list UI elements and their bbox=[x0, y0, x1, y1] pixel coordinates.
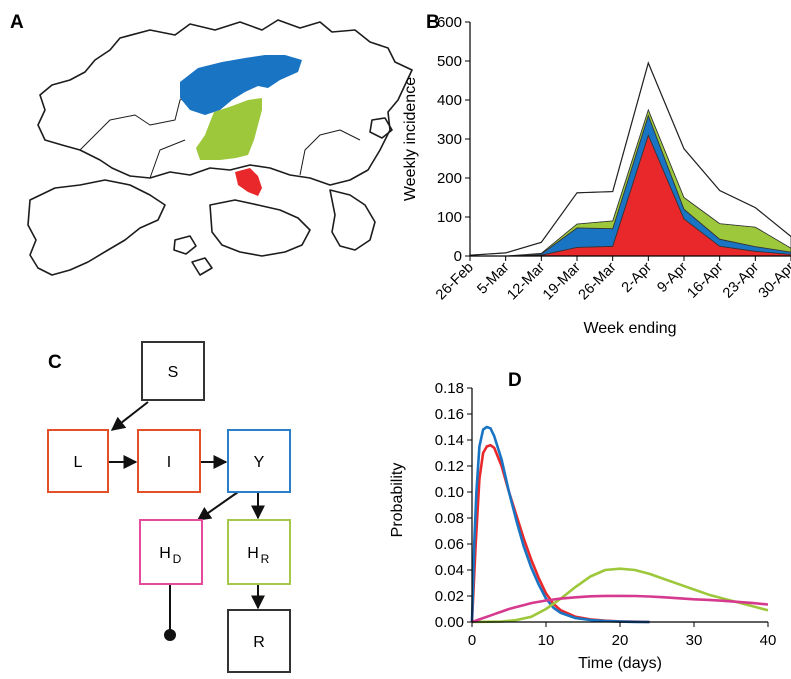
map-island-small-1 bbox=[173, 235, 197, 255]
b-x-tick-label: 9-Apr bbox=[654, 259, 691, 296]
node-box bbox=[47, 429, 109, 493]
node-box bbox=[137, 429, 201, 493]
d-y-tick-label: 0.16 bbox=[435, 406, 464, 423]
b-x-tick-label: 26-Mar bbox=[576, 259, 620, 303]
b-x-tick-label: 16-Apr bbox=[684, 259, 726, 301]
b-x-tick-label: 19-Mar bbox=[540, 259, 584, 303]
map-region-green bbox=[196, 98, 262, 160]
b-x-tick-label: 12-Mar bbox=[504, 259, 548, 303]
node-i: I bbox=[137, 429, 201, 493]
map-inner-border-3 bbox=[149, 139, 186, 179]
b-y-tick-label: 100 bbox=[437, 209, 462, 226]
map-island-small-3 bbox=[369, 117, 393, 139]
map-region-red bbox=[235, 168, 262, 196]
d-x-tick-label: 30 bbox=[686, 632, 703, 649]
d-y-tick-label: 0.04 bbox=[435, 562, 464, 579]
d-x-tick-label: 0 bbox=[468, 632, 476, 649]
probability-series-1 bbox=[470, 443, 650, 624]
incidence-band-4 bbox=[469, 61, 791, 257]
map-island-hk bbox=[209, 199, 311, 257]
node-label: Y bbox=[254, 454, 265, 471]
map-inner-border-2 bbox=[299, 129, 361, 176]
d-y-tick-label: 0.18 bbox=[435, 380, 464, 397]
b-y-tick-label: 600 bbox=[437, 14, 462, 31]
node-box bbox=[227, 609, 291, 673]
d-y-axis-label: Probability bbox=[389, 463, 406, 538]
panel-label-b: B bbox=[426, 12, 440, 33]
d-y-tick-label: 0.02 bbox=[435, 588, 464, 605]
node-box bbox=[139, 519, 203, 585]
node-r: R bbox=[227, 609, 291, 673]
node-box bbox=[141, 341, 205, 401]
probability-series-3 bbox=[471, 567, 769, 624]
d-y-tick-label: 0.00 bbox=[435, 614, 464, 631]
incidence-band-2 bbox=[470, 114, 791, 257]
d-x-tick-label: 20 bbox=[612, 632, 629, 649]
d-y-tick-label: 0.06 bbox=[435, 536, 464, 553]
map-coastline-mainland bbox=[37, 19, 413, 186]
arrow-s-to-l bbox=[110, 401, 149, 431]
map-island-small-2 bbox=[191, 257, 213, 276]
arrow-y-to-hd bbox=[196, 491, 239, 521]
map-region-blue bbox=[180, 55, 302, 115]
incidence-band-1 bbox=[470, 133, 791, 257]
b-y-tick-label: 0 bbox=[454, 248, 462, 265]
probability-series-2 bbox=[470, 425, 650, 624]
b-x-axis-label: Week ending bbox=[583, 320, 676, 337]
b-y-axis-label: Weekly incidence bbox=[402, 77, 419, 201]
node-label: H bbox=[247, 545, 259, 562]
d-y-tick-label: 0.10 bbox=[435, 484, 464, 501]
map-island-lantau bbox=[27, 179, 166, 276]
d-y-tick-label: 0.08 bbox=[435, 510, 464, 527]
node-label: I bbox=[167, 454, 171, 471]
panel-label-a: A bbox=[10, 12, 24, 33]
node-box bbox=[227, 519, 291, 585]
node-label: H bbox=[159, 545, 171, 562]
death-endpoint bbox=[164, 629, 176, 641]
incidence-total-line bbox=[469, 61, 791, 256]
map-inner-border-1 bbox=[79, 89, 206, 151]
b-x-tick-label: 23-Apr bbox=[720, 259, 762, 301]
node-label: S bbox=[168, 364, 179, 381]
d-x-tick-label: 10 bbox=[538, 632, 555, 649]
d-y-tick-label: 0.14 bbox=[435, 432, 464, 449]
b-y-tick-label: 200 bbox=[437, 170, 462, 187]
node-label-subscript: D bbox=[173, 552, 182, 566]
b-x-tick-label: 30-Apr bbox=[756, 259, 791, 301]
node-l: L bbox=[47, 429, 109, 493]
node-label: R bbox=[253, 634, 265, 651]
b-x-tick-label: 26-Feb bbox=[433, 260, 477, 304]
b-y-tick-label: 300 bbox=[437, 131, 462, 148]
node-box bbox=[227, 429, 291, 493]
b-x-tick-label: 5-Mar bbox=[474, 259, 512, 297]
d-x-axis-label: Time (days) bbox=[578, 655, 662, 672]
b-y-tick-label: 400 bbox=[437, 92, 462, 109]
map-island-east bbox=[329, 189, 376, 251]
node-label: L bbox=[74, 454, 83, 471]
panel-label-c: C bbox=[48, 352, 62, 373]
b-y-tick-label: 500 bbox=[437, 53, 462, 70]
d-y-tick-label: 0.12 bbox=[435, 458, 464, 475]
panel-label-d: D bbox=[508, 370, 522, 391]
probability-series-4 bbox=[471, 594, 769, 624]
incidence-band-3 bbox=[470, 108, 791, 257]
node-s: S bbox=[141, 341, 205, 401]
b-x-tick-label: 2-Apr bbox=[619, 259, 656, 296]
node-y: Y bbox=[227, 429, 291, 493]
node-label-subscript: R bbox=[261, 552, 270, 566]
d-x-tick-label: 40 bbox=[760, 632, 777, 649]
